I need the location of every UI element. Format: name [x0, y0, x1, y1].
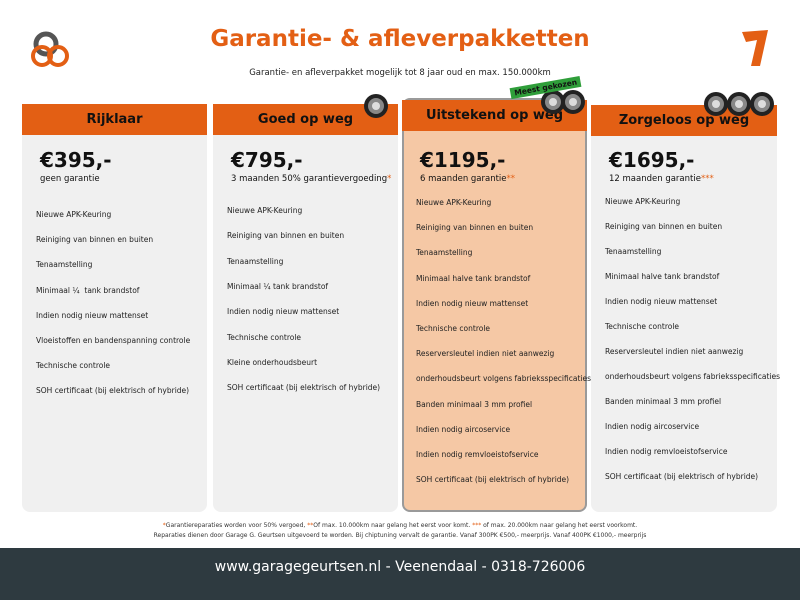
tire-icon — [735, 100, 743, 108]
tire-icon — [549, 98, 557, 106]
card — [591, 105, 777, 512]
tire-icon — [758, 100, 766, 108]
card-header: Rijklaar — [22, 104, 207, 135]
card — [213, 104, 398, 512]
feature: Indien nodig aircoservice — [605, 422, 700, 431]
feature: Tenaamstelling — [605, 247, 662, 256]
feature: Tenaamstelling — [227, 256, 284, 266]
guarantee-mark: * — [387, 174, 392, 184]
feature: SOH certificaat (bij elektrisch of hybri… — [416, 475, 570, 485]
footnote-part: ** — [307, 522, 314, 529]
feature: Tenaamstelling — [36, 260, 93, 270]
feature: Technische controle — [605, 322, 680, 331]
feature: Indien nodig nieuw mattenset — [227, 307, 340, 317]
feature: Minimaal ¼ tank brandstof — [36, 285, 140, 295]
guarantee-text: 3 maanden 50% garantievergoeding — [231, 174, 388, 184]
footnote: *Garantiereparaties worden voor 50% verg… — [0, 522, 800, 529]
feature: Kleine onderhoudsbeurt — [227, 357, 318, 367]
brand-logo — [742, 30, 768, 66]
guarantee-text: 12 maanden garantie — [609, 174, 701, 184]
feature: Reserversleutel indien niet aanwezig — [605, 347, 744, 356]
feature: SOH certificaat (bij elektrisch of hybri… — [605, 472, 759, 481]
feature: Nieuwe APK-Keuring — [416, 198, 492, 207]
feature: Minimaal halve tank brandstof — [605, 272, 720, 281]
card — [22, 104, 207, 512]
logo — [31, 31, 69, 67]
footnote-part: *** — [472, 522, 482, 529]
card — [402, 98, 587, 512]
subtitle: Garantie- en afleverpakket mogelijk tot … — [249, 68, 551, 78]
feature: Banden minimaal 3 mm profiel — [605, 397, 722, 406]
graphics — [31, 30, 768, 67]
price: €395,- — [40, 148, 112, 172]
price: €1195,- — [420, 148, 506, 172]
feature: Reiniging van binnen en buiten — [36, 235, 154, 245]
guarantee-mark: *** — [700, 174, 714, 184]
guarantee-text: geen garantie — [40, 174, 100, 184]
tire-icon — [372, 102, 380, 110]
feature: SOH certificaat (bij elektrisch of hybri… — [36, 386, 190, 396]
guarantee: 12 maanden garantie*** — [609, 174, 714, 184]
price: €1695,- — [609, 148, 695, 172]
guarantee: geen garantie — [40, 174, 100, 184]
feature: Reiniging van binnen en buiten — [416, 223, 534, 233]
guarantee-text: 6 maanden garantie — [420, 174, 507, 184]
feature: Reserversleutel indien niet aanwezig — [416, 349, 555, 359]
feature: Indien nodig aircoservice — [416, 424, 511, 434]
feature: Technische controle — [416, 324, 491, 333]
feature: Banden minimaal 3 mm profiel — [416, 399, 533, 409]
feature: Nieuwe APK-Keuring — [227, 206, 303, 215]
tire-icon — [712, 100, 720, 108]
feature: onderhoudsbeurt volgens fabrieksspecific… — [416, 374, 592, 384]
feature: Nieuwe APK-Keuring — [36, 210, 112, 219]
guarantee-mark: ** — [506, 174, 516, 184]
footnote-part: Garantiereparaties worden voor 50% vergo… — [165, 522, 308, 529]
feature: Technische controle — [36, 361, 111, 371]
footnote-part: of max. 20.000km naar gelang het eerst v… — [481, 522, 638, 529]
feature: Reiniging van binnen en buiten — [227, 231, 345, 241]
feature: Vloeistoffen en bandenspanning controle — [36, 336, 191, 345]
footnote-part: * — [162, 522, 166, 529]
footnote: Reparaties dienen door Garage G. Geurtse… — [153, 532, 647, 539]
icons — [364, 90, 774, 118]
price: €795,- — [231, 148, 303, 172]
feature: Indien nodig nieuw mattenset — [605, 297, 718, 306]
feature: Technische controle — [227, 332, 302, 342]
feature: Minimaal halve tank brandstof — [416, 273, 531, 283]
feature: Minimaal ¼ tank brandstof — [227, 281, 329, 291]
feature: Nieuwe APK-Keuring — [605, 197, 681, 206]
tire-icon — [569, 98, 577, 106]
feature: Indien nodig nieuw mattenset — [36, 310, 149, 320]
feature: Indien nodig nieuw mattenset — [416, 298, 529, 308]
footnote-part: Of max. 10.000km naar gelang het eerst v… — [313, 522, 473, 529]
feature: SOH certificaat (bij elektrisch of hybri… — [227, 383, 381, 393]
guarantee: 3 maanden 50% garantievergoeding* — [231, 174, 391, 184]
feature: Reiniging van binnen en buiten — [605, 222, 723, 231]
feature: onderhoudsbeurt volgens fabrieksspecific… — [605, 372, 781, 381]
footer: www.garagegeurtsen.nl - Veenendaal - 031… — [0, 548, 800, 600]
guarantee: 6 maanden garantie** — [420, 174, 515, 184]
title: Garantie- & afleverpakketten — [210, 26, 590, 52]
feature: Tenaamstelling — [416, 248, 473, 258]
feature: Indien nodig remvloeistofservice — [605, 447, 728, 456]
feature: Indien nodig remvloeistofservice — [416, 450, 539, 459]
